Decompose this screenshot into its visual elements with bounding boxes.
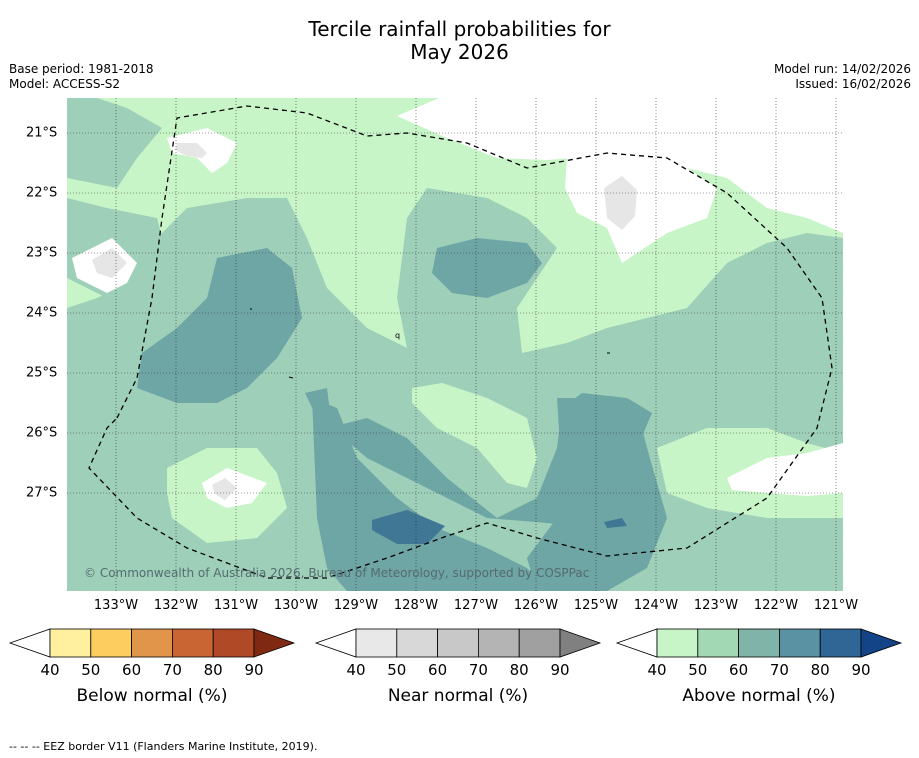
above-normal-colorbar: [615, 628, 903, 658]
above-normal-tick: 90: [851, 661, 871, 679]
base-period: Base period: 1981-2018: [9, 62, 154, 76]
below-normal-swatch: [131, 628, 173, 658]
lon-label: 131°W: [213, 598, 259, 613]
above-60-region-southeast: [527, 398, 667, 591]
above-70-region: [372, 510, 445, 544]
lat-label: 26°S: [26, 425, 58, 441]
near-normal-tick: 40: [346, 661, 366, 679]
below-normal-tick: 60: [122, 661, 142, 679]
above-normal-swatch: [656, 628, 699, 658]
below-normal-tick: 50: [81, 661, 101, 679]
near-40-patch-north: [175, 143, 207, 158]
eez-footer-note: -- -- -- EEZ border V11 (Flanders Marine…: [9, 740, 318, 753]
lon-label: 127°W: [453, 598, 499, 613]
lat-label: 27°S: [26, 485, 58, 501]
near-normal-tick: 60: [428, 661, 448, 679]
lat-label: 25°S: [26, 365, 58, 381]
lon-label: 123°W: [693, 598, 739, 613]
above-50-region-nw: [67, 98, 162, 188]
below-normal-tick: 90: [244, 661, 264, 679]
eez-border: [88, 105, 833, 579]
above-40-island-center: [412, 383, 537, 488]
below-normal-tick: 70: [162, 661, 182, 679]
above-normal-tick: 80: [810, 661, 830, 679]
above-normal-swatch: [738, 628, 780, 658]
probability-map: q © Commonwealth of Australia 2026, Bure…: [67, 98, 843, 591]
above-normal-swatch: [819, 628, 862, 658]
near-normal-tick: 50: [387, 661, 407, 679]
below-normal-swatch: [212, 628, 255, 658]
lat-label: 23°S: [26, 245, 58, 261]
lat-label: 24°S: [26, 305, 58, 321]
lat-label: 21°S: [26, 125, 58, 141]
below-normal-swatch: [49, 628, 92, 658]
dash-mark-2: [288, 376, 294, 379]
lon-label: 125°W: [573, 598, 619, 613]
near-40-patch-south: [212, 478, 237, 500]
near-normal-swatch: [396, 628, 439, 658]
near-normal-tick: 70: [468, 661, 488, 679]
near-normal-swatch: [355, 628, 398, 658]
above-normal-tick: 50: [688, 661, 708, 679]
gridlines: [67, 98, 843, 591]
near-normal-swatch: [477, 628, 520, 658]
below-normal-colorbar: [8, 628, 296, 658]
lon-label: 122°W: [753, 598, 799, 613]
meta-left: Base period: 1981-2018 Model: ACCESS-S2: [9, 62, 154, 92]
lon-label: 126°W: [513, 598, 559, 613]
below-normal-low-extend: [8, 628, 51, 658]
lon-label: 133°W: [93, 598, 139, 613]
near-40-patch-west: [92, 248, 127, 278]
meta-right: Model run: 14/02/2026 Issued: 16/02/2026: [774, 62, 911, 92]
above-60-region-west: [137, 248, 302, 403]
near-normal-tick: 80: [509, 661, 529, 679]
below-normal-high-extend: [253, 628, 296, 658]
lon-label: 124°W: [633, 598, 679, 613]
below-normal-title: Below normal (%): [76, 686, 228, 706]
above-normal-swatch: [778, 628, 821, 658]
above-normal-title: Above normal (%): [682, 686, 836, 706]
below-normal-tick: 40: [40, 661, 60, 679]
below-normal-tick: 80: [203, 661, 223, 679]
above-normal-low-extend: [615, 628, 658, 658]
white-patch-northeast: [565, 153, 717, 263]
above-normal-tick: 70: [769, 661, 789, 679]
copyright: © Commonwealth of Australia 2026, Bureau…: [84, 566, 589, 580]
above-60-region-southwest: [312, 398, 547, 591]
above-normal-tick: 60: [729, 661, 749, 679]
near-normal-title: Near normal (%): [387, 686, 529, 706]
near-normal-tick: 90: [550, 661, 570, 679]
issued-date: Issued: 16/02/2026: [795, 77, 911, 91]
above-normal-high-extend: [860, 628, 903, 658]
near-normal-colorbar: [314, 628, 602, 658]
near-normal-low-extend: [314, 628, 357, 658]
lon-label: 129°W: [333, 598, 379, 613]
near-normal-swatch: [518, 628, 561, 658]
model-name: Model: ACCESS-S2: [9, 77, 121, 91]
white-patch-east: [727, 443, 843, 496]
below-normal-swatch: [171, 628, 214, 658]
lon-label: 132°W: [153, 598, 199, 613]
near-normal-swatch: [437, 628, 479, 658]
lon-label: 121°W: [813, 598, 859, 613]
lon-label: 128°W: [393, 598, 439, 613]
lon-label: 130°W: [273, 598, 319, 613]
near-normal-high-extend: [559, 628, 602, 658]
above-normal-tick: 40: [647, 661, 667, 679]
below-normal-swatch: [90, 628, 133, 658]
above-normal-swatch: [697, 628, 740, 658]
title-line-1: Tercile rainfall probabilities for: [308, 17, 611, 41]
lat-label: 22°S: [26, 185, 58, 201]
title-line-2: May 2026: [410, 40, 509, 64]
model-run: Model run: 14/02/2026: [773, 62, 911, 76]
near-40-patch-northeast: [604, 176, 637, 230]
above-70-region-small: [604, 518, 627, 528]
stray-mark: q: [395, 331, 400, 340]
map-title: Tercile rainfall probabilities for May 2…: [0, 18, 919, 64]
